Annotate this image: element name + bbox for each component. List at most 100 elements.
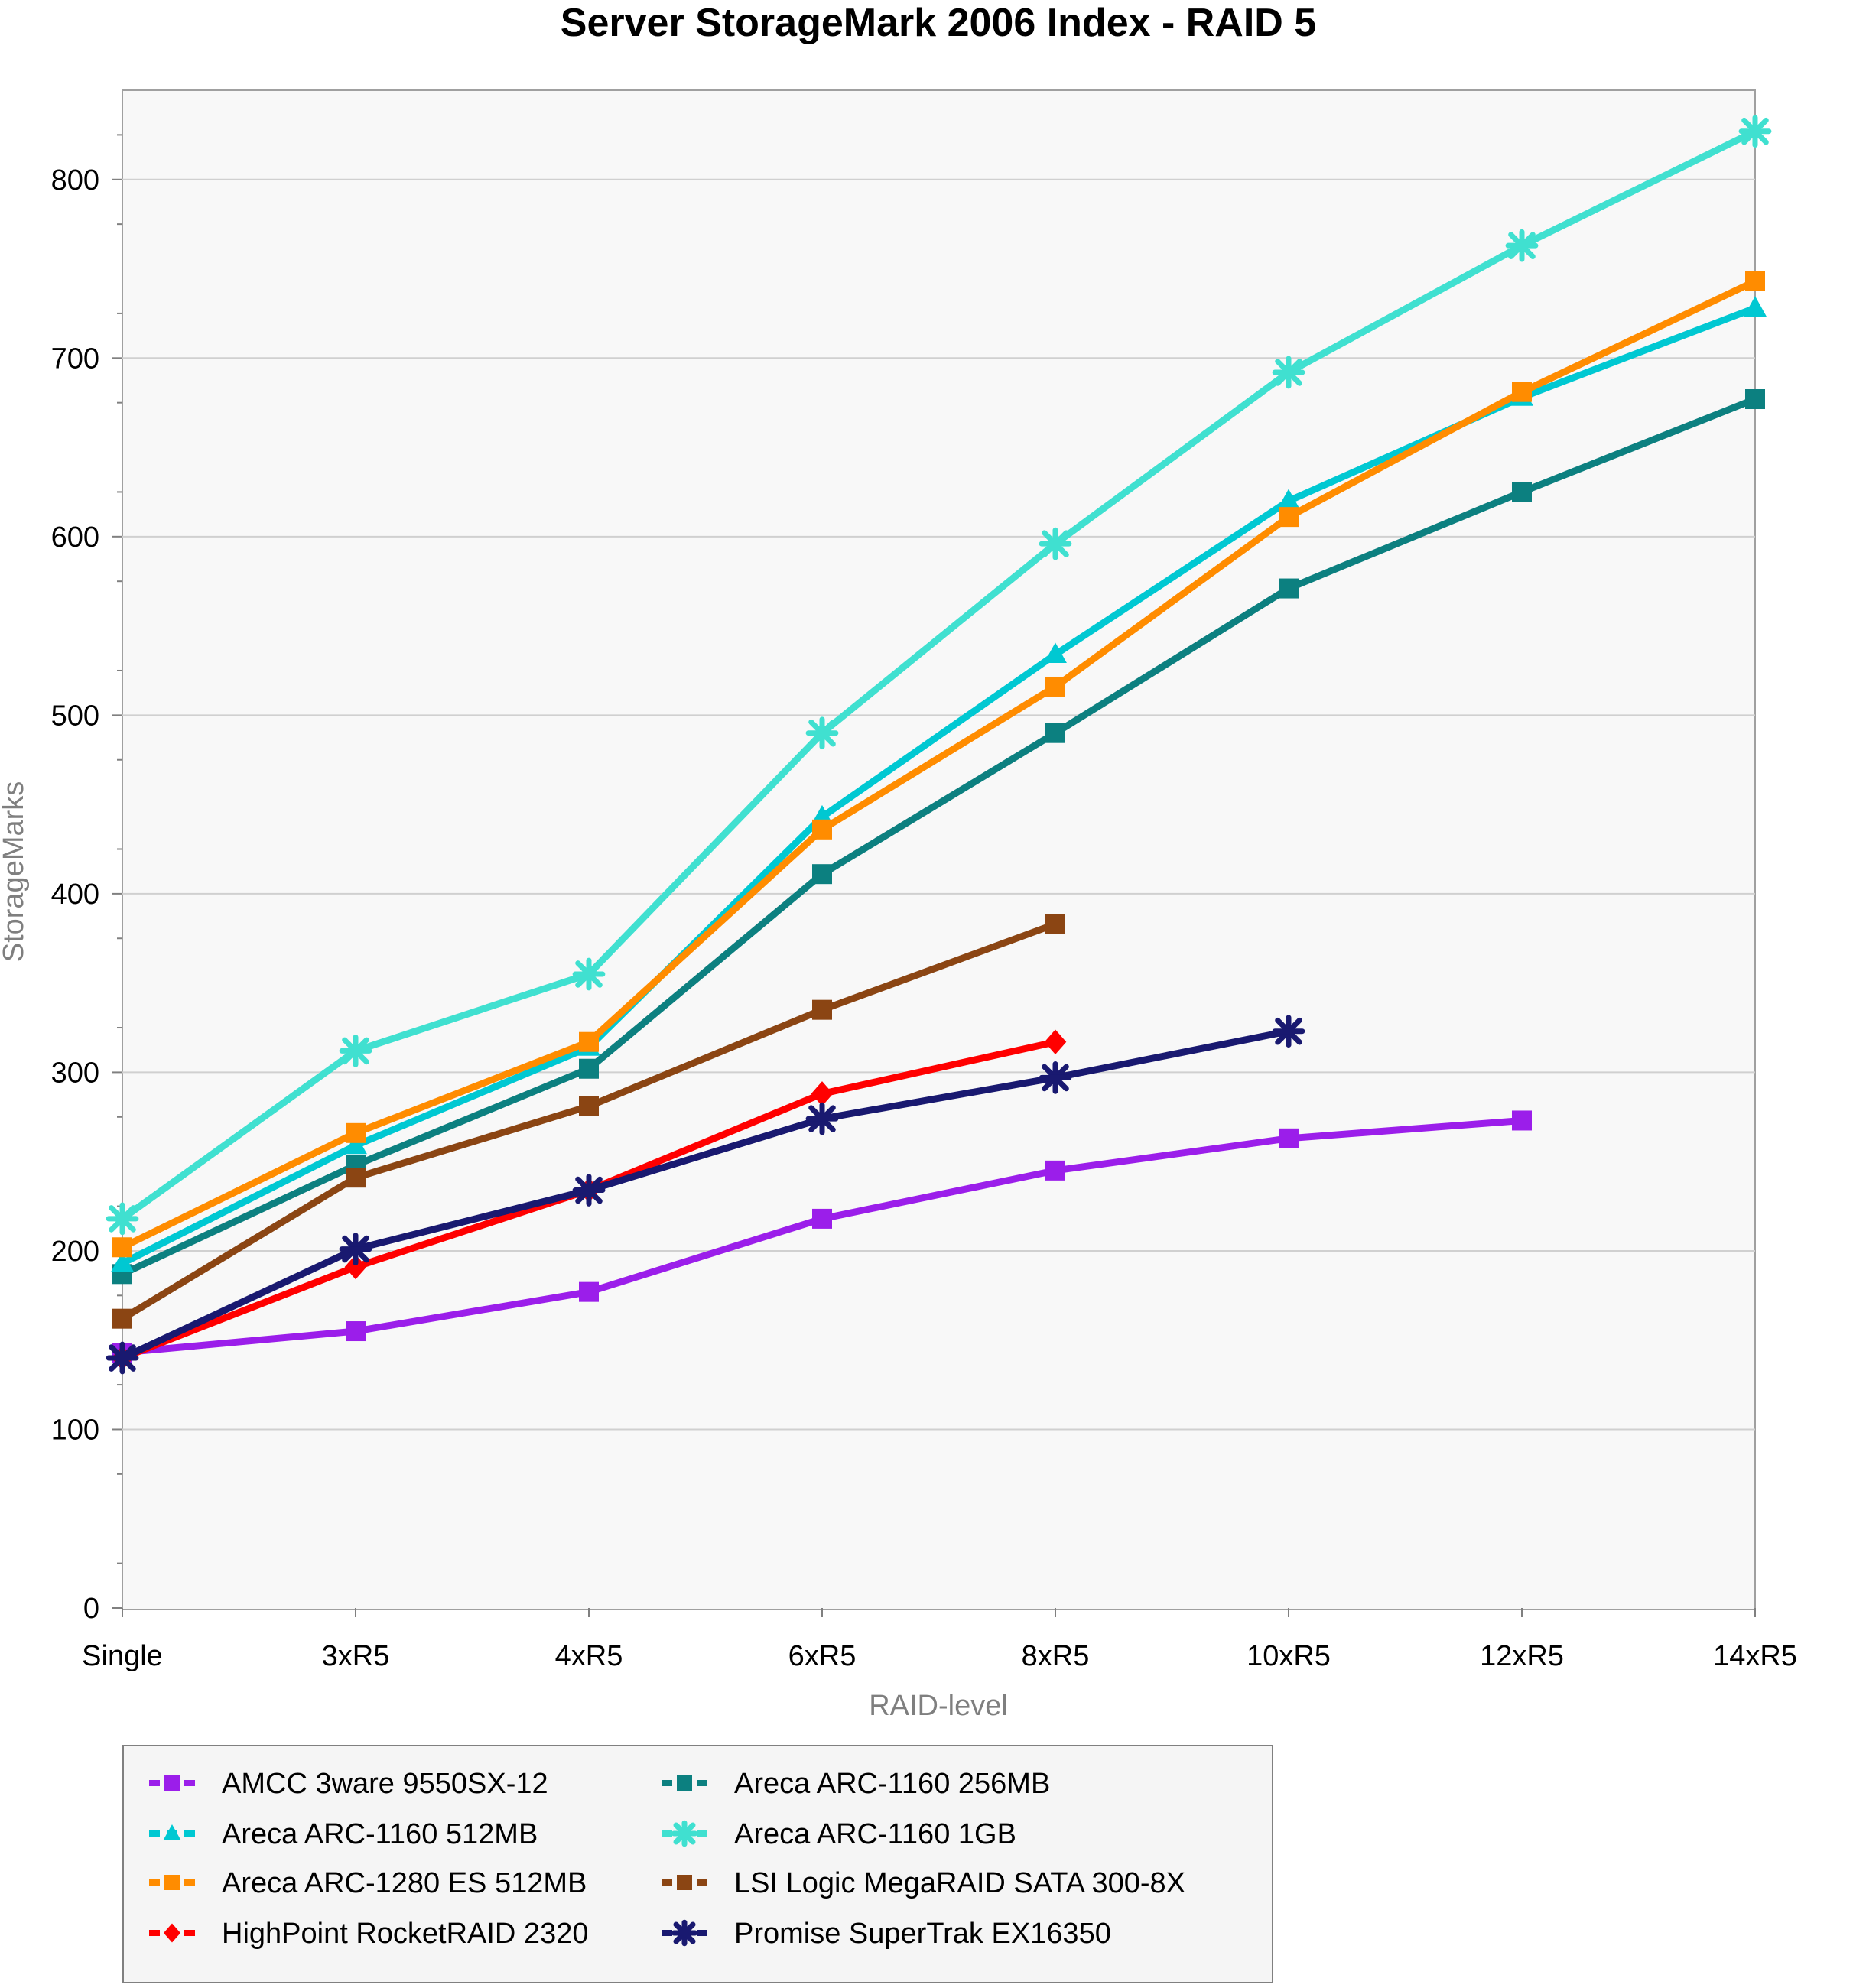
- axes: 0 100 200 300 400 500 600 700 800 Single 3xR5 4xR5 6…: [51, 134, 1797, 1672]
- data-point: [112, 1237, 132, 1258]
- legend-marker: [677, 1775, 692, 1791]
- data-point: [1512, 382, 1532, 402]
- y-tick-label: 0: [83, 1593, 99, 1625]
- y-tick-label: 300: [51, 1057, 99, 1089]
- data-point: [346, 1321, 366, 1342]
- legend-label: Areca ARC-1280 ES 512MB: [222, 1867, 587, 1899]
- data-point: [572, 957, 606, 991]
- legend-label: Areca ARC-1160 512MB: [222, 1818, 538, 1850]
- data-point: [579, 1031, 599, 1052]
- legend-label: Areca ARC-1160 256MB: [734, 1768, 1050, 1800]
- series-lsi-logic-megaraid-sata-300-8x: [112, 914, 1065, 1329]
- data-point: [1512, 1110, 1532, 1131]
- legend-label: Areca ARC-1160 1GB: [734, 1818, 1016, 1850]
- x-tick-label: 4xR5: [555, 1640, 623, 1672]
- data-point: [1279, 507, 1299, 528]
- legend-item: Areca ARC-1160 1GB: [662, 1818, 1016, 1850]
- y-tick-label: 400: [51, 879, 99, 911]
- data-point: [1272, 356, 1305, 389]
- data-point: [344, 1254, 367, 1280]
- data-point: [579, 1096, 599, 1116]
- data-point: [106, 1341, 139, 1375]
- data-point: [811, 1081, 834, 1106]
- legend-marker: [671, 1820, 698, 1847]
- legend-label: Promise SuperTrak EX16350: [734, 1918, 1111, 1950]
- data-point: [1745, 271, 1765, 291]
- y-tick-label: 600: [51, 521, 99, 554]
- y-tick-label: 200: [51, 1236, 99, 1268]
- data-point: [579, 1058, 599, 1079]
- y-tick-label: 500: [51, 700, 99, 732]
- x-tick-label: 3xR5: [322, 1640, 390, 1672]
- series-line: [119, 1028, 1292, 1362]
- data-point: [112, 1308, 132, 1329]
- data-point: [1277, 489, 1300, 510]
- series-line: [119, 395, 1759, 1278]
- series-promise-supertrak-ex16350: [106, 1015, 1305, 1375]
- data-point: [1745, 389, 1765, 410]
- data-point: [1738, 115, 1772, 148]
- y-tick-label: 800: [51, 164, 99, 197]
- plot-area: [122, 89, 1756, 1610]
- series-layer: [106, 115, 1772, 1375]
- x-tick-label: 10xR5: [1247, 1640, 1331, 1672]
- data-point: [1039, 1061, 1072, 1094]
- legend-marker: [164, 1875, 180, 1890]
- legend-label: AMCC 3ware 9550SX-12: [222, 1768, 548, 1800]
- data-point: [346, 1122, 366, 1143]
- data-point: [812, 1208, 832, 1229]
- x-tick-label: 8xR5: [1022, 1640, 1090, 1672]
- data-point: [1272, 1015, 1305, 1048]
- legend-item: Areca ARC-1280 ES 512MB: [149, 1867, 587, 1899]
- data-point: [1279, 1128, 1299, 1148]
- data-point: [812, 999, 832, 1020]
- series-amcc-3ware-9550sx-12: [112, 1110, 1532, 1363]
- data-point: [1744, 296, 1767, 317]
- legend-label: HighPoint RocketRAID 2320: [222, 1918, 588, 1950]
- data-point: [1045, 676, 1065, 697]
- data-point: [812, 864, 832, 885]
- series-line: [119, 128, 1759, 1223]
- y-tick-label: 700: [51, 343, 99, 375]
- chart-title: Server StorageMark 2006 Index - RAID 5: [561, 1, 1316, 45]
- legend-marker: [677, 1875, 692, 1890]
- data-point: [1044, 1029, 1067, 1054]
- legend-marker: [671, 1919, 698, 1947]
- data-point: [1039, 527, 1072, 560]
- legend-item: HighPoint RocketRAID 2320: [149, 1918, 588, 1950]
- x-axis-title: RAID-level: [869, 1690, 1008, 1722]
- data-point: [572, 1174, 606, 1207]
- x-tick-label: 6xR5: [788, 1640, 857, 1672]
- x-tick-label: 14xR5: [1713, 1640, 1797, 1672]
- legend-item: Promise SuperTrak EX16350: [662, 1918, 1111, 1950]
- legend-marker: [163, 1824, 181, 1840]
- data-point: [1505, 229, 1539, 262]
- series-line: [119, 278, 1759, 1251]
- y-tick-label: 100: [51, 1414, 99, 1446]
- y-axis-title: StorageMarks: [0, 781, 30, 963]
- data-point: [346, 1168, 366, 1188]
- legend-marker: [164, 1923, 180, 1943]
- legend-item: Areca ARC-1160 256MB: [662, 1768, 1050, 1800]
- x-tick-label: Single: [82, 1640, 163, 1672]
- data-point: [1045, 914, 1065, 934]
- legend-label: LSI Logic MegaRAID SATA 300-8X: [734, 1867, 1185, 1899]
- data-point: [1044, 642, 1067, 664]
- data-point: [339, 1233, 372, 1265]
- series-areca-arc-1160-1gb: [106, 115, 1772, 1236]
- data-point: [339, 1035, 372, 1067]
- data-point: [812, 819, 832, 840]
- legend-item: LSI Logic MegaRAID SATA 300-8X: [662, 1867, 1185, 1899]
- data-point: [1045, 1160, 1065, 1181]
- data-point: [1512, 482, 1532, 502]
- data-point: [579, 1281, 599, 1302]
- series-areca-arc-1280-es-512mb: [112, 271, 1765, 1258]
- data-point: [1045, 723, 1065, 743]
- legend-item: Areca ARC-1160 512MB: [149, 1818, 538, 1850]
- data-point: [344, 1133, 367, 1155]
- legend-item: AMCC 3ware 9550SX-12: [149, 1768, 548, 1800]
- data-point: [805, 716, 839, 750]
- legend-marker: [164, 1775, 180, 1791]
- data-point: [111, 1251, 134, 1272]
